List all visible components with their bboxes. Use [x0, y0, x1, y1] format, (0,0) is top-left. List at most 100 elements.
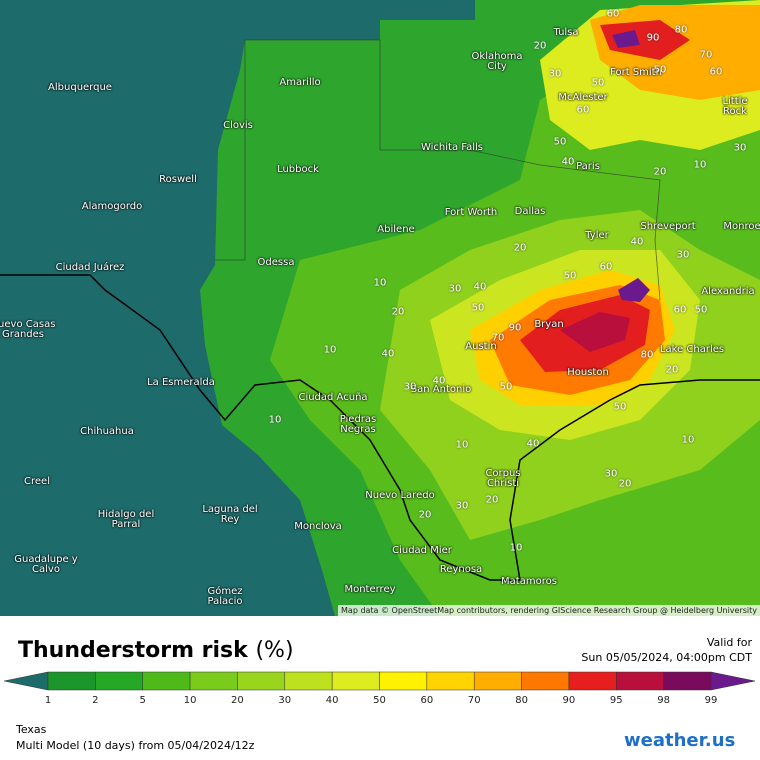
border — [0, 274, 520, 581]
city-label: Amarillo — [279, 77, 321, 88]
valid: Valid for Sun 05/05/2024, 04:00pm CDT — [581, 635, 752, 665]
contour-label: 60 — [576, 104, 590, 116]
map-layers — [0, 0, 760, 616]
contour-label: 30 — [448, 283, 462, 295]
contour-label: 20 — [653, 166, 667, 178]
title-text: Thunderstorm risk — [18, 638, 248, 663]
tick-label: 95 — [610, 695, 623, 706]
contour-label: 60 — [709, 66, 723, 78]
city-label: Alamogordo — [81, 201, 143, 212]
contour-label: 20 — [665, 364, 679, 376]
contour-label: 50 — [591, 77, 605, 89]
color-step — [663, 671, 712, 691]
contour-label: 50 — [694, 304, 708, 316]
contour-label: 20 — [485, 494, 499, 506]
city-label: Creel — [24, 476, 50, 487]
city-label: Hidalgo del Parral — [97, 509, 155, 530]
contour-label: 60 — [673, 304, 687, 316]
tick-label: 60 — [420, 695, 433, 706]
contour-label: 40 — [630, 236, 644, 248]
color-step — [473, 671, 522, 691]
contour-label: 50 — [613, 401, 627, 413]
city-label: Shreveport — [640, 221, 696, 232]
city-label: Odessa — [257, 257, 295, 268]
contour-label: 10 — [693, 159, 707, 171]
contour-label: 20 — [513, 242, 527, 254]
city-label: Ciudad Mier — [392, 545, 452, 556]
city-label: Monterrey — [344, 584, 396, 595]
city-label: San Antonio — [410, 384, 472, 395]
contour-label: 10 — [268, 414, 282, 426]
state-lines — [215, 39, 661, 301]
city-label: Gómez Palacio — [207, 586, 243, 607]
contour-label: 40 — [432, 375, 446, 387]
contour-label: 90 — [646, 32, 660, 44]
tick-label: 40 — [326, 695, 339, 706]
city-label: Piedras Negras — [339, 414, 377, 435]
contour-label: 10 — [323, 344, 337, 356]
city-label: Roswell — [159, 174, 197, 185]
valid-time: Sun 05/05/2024, 04:00pm CDT — [581, 651, 752, 664]
contour-label: 10 — [455, 439, 469, 451]
color-step — [189, 671, 238, 691]
over-arrow — [710, 671, 756, 691]
city-label: Little Rock — [722, 96, 748, 117]
city-label: Bryan — [534, 319, 564, 330]
city-label: Fort Worth — [444, 207, 498, 218]
color-step — [379, 671, 428, 691]
legend-title: Thunderstorm risk (%) — [18, 638, 294, 663]
contour-label: 10 — [681, 434, 695, 446]
contour-label: 50 — [499, 381, 513, 393]
contour-label: 40 — [381, 348, 395, 360]
tick-label: 99 — [705, 695, 718, 706]
risk-99 — [618, 278, 650, 302]
city-label: Monroe — [723, 221, 760, 232]
city-label: Corpus Christi — [485, 468, 521, 489]
contour-label: 20 — [618, 478, 632, 490]
city-label: Monclova — [294, 521, 342, 532]
city-label: Nuevo Casas Grandes — [0, 319, 56, 340]
city-label: Clovis — [223, 120, 253, 131]
city-label: Ciudad Juárez — [55, 262, 125, 273]
contour-label: 30 — [676, 249, 690, 261]
city-label: Abilene — [377, 224, 415, 235]
contour-label: 70 — [491, 332, 505, 344]
city-label: Ciudad Acuña — [298, 392, 368, 403]
color-step — [284, 671, 333, 691]
contour-label: 30 — [548, 68, 562, 80]
contour-label: 40 — [561, 156, 575, 168]
contour-label: 20 — [418, 509, 432, 521]
contour-label: 30 — [733, 142, 747, 154]
city-label: Austin — [465, 341, 497, 352]
tick-label: 2 — [92, 695, 98, 706]
contour-label: 60 — [599, 261, 613, 273]
contour-label: 40 — [473, 281, 487, 293]
tick-label: 1 — [45, 695, 51, 706]
risk-95 — [560, 312, 630, 352]
tick-label: 5 — [140, 695, 146, 706]
tick-label: 98 — [657, 695, 670, 706]
contour-label: 80 — [674, 24, 688, 36]
city-label: La Esmeralda — [147, 377, 215, 388]
contour-label: 30 — [403, 381, 417, 393]
city-label: Alexandria — [701, 286, 755, 297]
title-unit: (%) — [255, 638, 294, 663]
tick-label: 80 — [515, 695, 528, 706]
tick-label: 20 — [231, 695, 244, 706]
contour-label: 20 — [533, 40, 547, 52]
city-label: Dallas — [514, 206, 546, 217]
tick-label: 30 — [278, 695, 291, 706]
city-label: Paris — [576, 161, 600, 172]
coastline — [509, 379, 760, 581]
logo[interactable]: weather.us — [624, 730, 736, 751]
tick-label: 90 — [563, 695, 576, 706]
city-label: Albuquerque — [48, 82, 112, 93]
contour-label: 90 — [508, 322, 522, 334]
city-label: Tyler — [585, 230, 609, 241]
city-label: Chihuahua — [80, 426, 134, 437]
city-label: Fort Smith — [610, 67, 662, 78]
city-label: Matamoros — [501, 576, 557, 587]
valid-label: Valid for — [706, 636, 752, 649]
city-label: Guadalupe y Calvo — [14, 554, 78, 575]
city-label: Laguna del Rey — [202, 504, 258, 525]
